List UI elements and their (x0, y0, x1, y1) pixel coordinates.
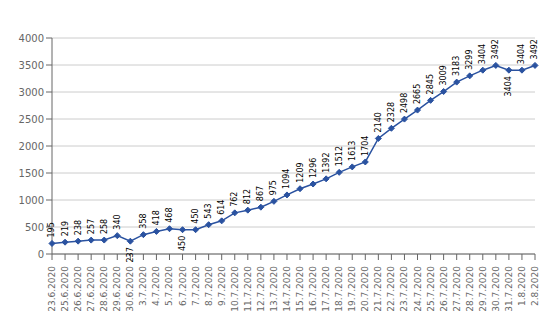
svg-text:2665: 2665 (413, 84, 422, 104)
svg-text:1209: 1209 (296, 162, 305, 182)
svg-text:238: 238 (74, 220, 83, 235)
svg-text:14.7.2020: 14.7.2020 (282, 266, 292, 312)
svg-text:4000: 4000 (19, 33, 44, 44)
svg-text:195: 195 (48, 222, 57, 237)
svg-text:31.7.2020: 31.7.2020 (504, 266, 514, 312)
svg-text:3000: 3000 (19, 87, 44, 98)
svg-text:20.7.2020: 20.7.2020 (360, 266, 370, 312)
svg-text:22.7.2020: 22.7.2020 (386, 266, 396, 312)
svg-text:28.6.2020: 28.6.2020 (99, 266, 109, 312)
svg-text:13.7.2020: 13.7.2020 (269, 266, 279, 312)
svg-text:2500: 2500 (19, 114, 44, 125)
svg-text:4.7.2020: 4.7.2020 (151, 266, 161, 306)
svg-text:21.7.2020: 21.7.2020 (373, 266, 383, 312)
svg-text:16.7.2020: 16.7.2020 (308, 266, 318, 312)
svg-text:257: 257 (87, 219, 96, 234)
svg-text:26.6.2020: 26.6.2020 (73, 266, 83, 312)
svg-text:1000: 1000 (19, 195, 44, 206)
svg-text:8.7.2020: 8.7.2020 (204, 266, 214, 306)
svg-text:29.6.2020: 29.6.2020 (112, 266, 122, 312)
svg-text:219: 219 (61, 221, 70, 236)
svg-text:3.7.2020: 3.7.2020 (138, 266, 148, 306)
svg-text:340: 340 (113, 214, 122, 229)
svg-text:1704: 1704 (361, 136, 370, 156)
svg-text:27.6.2020: 27.6.2020 (86, 266, 96, 312)
svg-text:12.7.2020: 12.7.2020 (256, 266, 266, 312)
svg-text:450: 450 (191, 208, 200, 223)
svg-text:1.8.2020: 1.8.2020 (517, 266, 527, 306)
svg-text:3492: 3492 (531, 39, 540, 59)
svg-text:543: 543 (204, 203, 213, 218)
svg-text:0: 0 (38, 249, 44, 260)
svg-text:1500: 1500 (19, 168, 44, 179)
svg-text:358: 358 (139, 213, 148, 228)
svg-text:3404: 3404 (517, 44, 526, 64)
svg-text:867: 867 (256, 186, 265, 201)
svg-text:2.8.2020: 2.8.2020 (530, 266, 540, 306)
svg-text:10.7.2020: 10.7.2020 (230, 266, 240, 312)
svg-text:258: 258 (100, 219, 109, 234)
svg-text:30.6.2020: 30.6.2020 (125, 266, 135, 312)
svg-text:450: 450 (178, 236, 187, 251)
svg-text:9.7.2020: 9.7.2020 (217, 266, 227, 306)
svg-text:29.7.2020: 29.7.2020 (478, 266, 488, 312)
svg-text:500: 500 (25, 222, 44, 233)
svg-text:23.7.2020: 23.7.2020 (399, 266, 409, 312)
svg-text:812: 812 (243, 189, 252, 204)
svg-text:25.6.2020: 25.6.2020 (60, 266, 70, 312)
svg-text:28.7.2020: 28.7.2020 (465, 266, 475, 312)
svg-text:418: 418 (152, 210, 161, 225)
svg-text:23.6.2020: 23.6.2020 (47, 266, 57, 312)
svg-text:3183: 3183 (452, 56, 461, 76)
svg-text:1613: 1613 (348, 141, 357, 161)
svg-text:3404: 3404 (478, 44, 487, 64)
svg-text:18.7.2020: 18.7.2020 (334, 266, 344, 312)
svg-text:3299: 3299 (465, 49, 474, 69)
svg-text:11.7.2020: 11.7.2020 (243, 266, 253, 312)
svg-text:1392: 1392 (322, 152, 331, 172)
svg-text:15.7.2020: 15.7.2020 (295, 266, 305, 312)
svg-text:1094: 1094 (282, 169, 291, 189)
svg-text:2328: 2328 (387, 102, 396, 122)
svg-text:2000: 2000 (19, 141, 44, 152)
svg-text:3492: 3492 (491, 39, 500, 59)
svg-text:762: 762 (230, 192, 239, 207)
svg-text:1296: 1296 (309, 158, 318, 178)
svg-text:1512: 1512 (335, 146, 344, 166)
svg-text:25.7.2020: 25.7.2020 (426, 266, 436, 312)
svg-text:19.7.2020: 19.7.2020 (347, 266, 357, 312)
svg-text:30.7.2020: 30.7.2020 (491, 266, 501, 312)
svg-text:3404: 3404 (504, 76, 513, 96)
svg-text:2845: 2845 (426, 74, 435, 94)
svg-text:2140: 2140 (374, 112, 383, 132)
svg-text:614: 614 (217, 200, 226, 215)
svg-text:3009: 3009 (439, 65, 448, 85)
svg-text:975: 975 (269, 180, 278, 195)
svg-text:17.7.2020: 17.7.2020 (321, 266, 331, 312)
svg-text:26.7.2020: 26.7.2020 (439, 266, 449, 312)
svg-text:2498: 2498 (400, 93, 409, 113)
svg-text:7.7.2020: 7.7.2020 (191, 266, 201, 306)
svg-text:24.7.2020: 24.7.2020 (413, 266, 423, 312)
svg-text:27.7.2020: 27.7.2020 (452, 266, 462, 312)
svg-text:5.7.2020: 5.7.2020 (164, 266, 174, 306)
svg-text:6.7.2020: 6.7.2020 (178, 266, 188, 306)
svg-text:3500: 3500 (19, 60, 44, 71)
svg-text:468: 468 (165, 207, 174, 222)
svg-text:237: 237 (126, 247, 135, 262)
